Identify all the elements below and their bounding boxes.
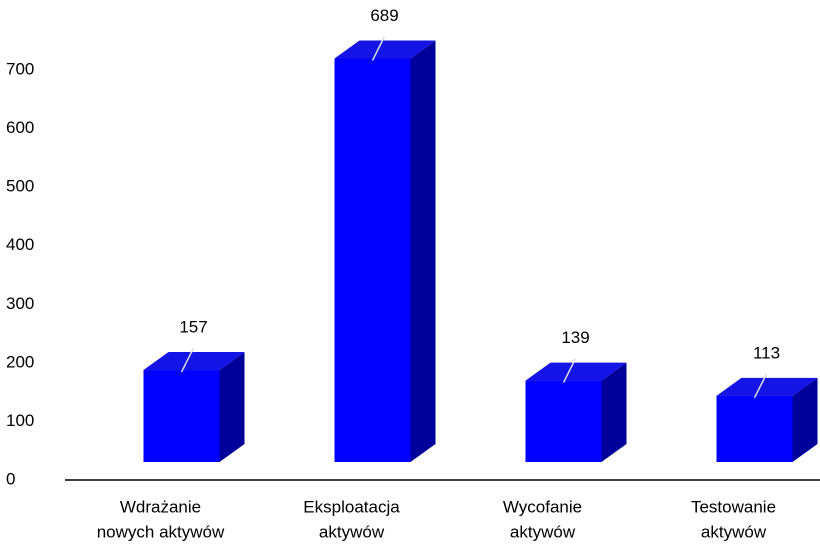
y-tick-label: 0 — [6, 469, 15, 488]
x-tick-label: aktywów — [701, 522, 767, 541]
x-tick-label: Testowanie — [691, 497, 776, 516]
x-tick-label: aktywów — [319, 522, 385, 541]
bar-side — [601, 362, 627, 462]
y-tick-label: 500 — [6, 177, 34, 196]
y-tick-label: 700 — [6, 59, 34, 78]
bar — [525, 362, 627, 462]
bar-side — [219, 352, 245, 462]
leader-line — [562, 358, 577, 383]
bar-top — [334, 40, 436, 59]
bar-front — [716, 395, 793, 462]
bar-front — [525, 380, 602, 462]
bar-front — [334, 58, 411, 462]
bar-front — [143, 370, 220, 462]
bar-side — [792, 377, 818, 462]
bar-side — [410, 40, 436, 462]
bar-top — [525, 362, 627, 381]
x-tick-label: Wycofanie — [503, 497, 582, 516]
value-label: 139 — [561, 328, 589, 347]
y-tick-label: 300 — [6, 294, 34, 313]
x-tick-label: nowych aktywów — [97, 522, 225, 541]
bar-top — [716, 377, 818, 396]
x-tick-label: Wdrażanie — [120, 497, 201, 516]
x-tick-label: Eksploatacja — [303, 497, 400, 516]
bar — [334, 40, 436, 462]
value-label: 157 — [179, 318, 207, 337]
y-tick-label: 400 — [6, 235, 34, 254]
leader-line — [753, 373, 768, 399]
bar-top — [143, 352, 245, 371]
value-label: 689 — [370, 6, 398, 25]
y-tick-label: 200 — [6, 352, 34, 371]
bar — [143, 352, 245, 462]
leader-line — [371, 36, 386, 61]
leader-line — [180, 347, 195, 373]
x-tick-label: aktywów — [510, 522, 576, 541]
value-label: 113 — [753, 343, 780, 362]
y-tick-label: 600 — [6, 118, 34, 137]
bar — [716, 377, 818, 462]
y-tick-label: 100 — [6, 411, 34, 430]
